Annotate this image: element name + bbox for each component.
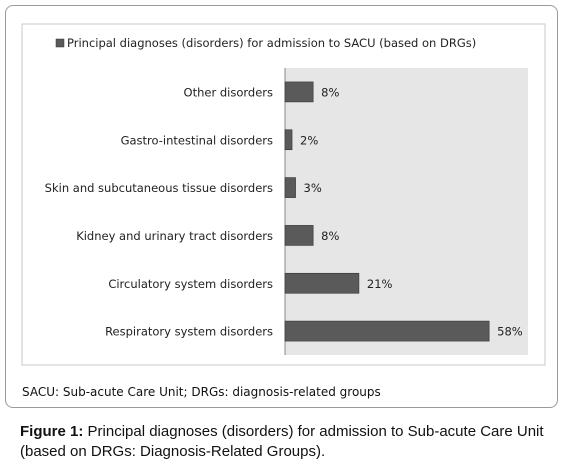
category-label: Respiratory system disorders	[105, 325, 273, 339]
value-label: 58%	[497, 325, 523, 339]
value-label: 8%	[321, 85, 339, 99]
category-label: Circulatory system disorders	[108, 277, 273, 291]
value-label: 21%	[367, 277, 393, 291]
plot-area	[285, 68, 528, 355]
caption-text: Principal diagnoses (disorders) for admi…	[20, 423, 544, 460]
bar	[284, 81, 314, 103]
chart: Principal diagnoses (disorders) for admi…	[21, 23, 546, 366]
figure-frame	[5, 5, 558, 408]
bar	[284, 177, 296, 198]
category-label: Gastro-intestinal disorders	[121, 133, 273, 147]
category-label: Skin and subcutaneous tissue disorders	[45, 181, 273, 195]
caption: Figure 1: Principal diagnoses (disorders…	[20, 422, 550, 462]
category-label: Kidney and urinary tract disorders	[76, 229, 273, 243]
value-label: 3%	[304, 181, 322, 195]
footnote: SACU: Sub-acute Care Unit; DRGs: diagnos…	[22, 385, 381, 399]
bar	[284, 272, 360, 294]
legend-swatch	[55, 38, 65, 48]
bar	[284, 320, 490, 342]
legend-label: Principal diagnoses (disorders) for admi…	[67, 36, 476, 50]
value-label: 8%	[321, 229, 339, 243]
category-label: Other disorders	[184, 85, 273, 99]
bar	[284, 225, 314, 246]
caption-label: Figure 1:	[20, 423, 84, 440]
value-label: 2%	[300, 133, 318, 147]
bar	[284, 129, 293, 151]
